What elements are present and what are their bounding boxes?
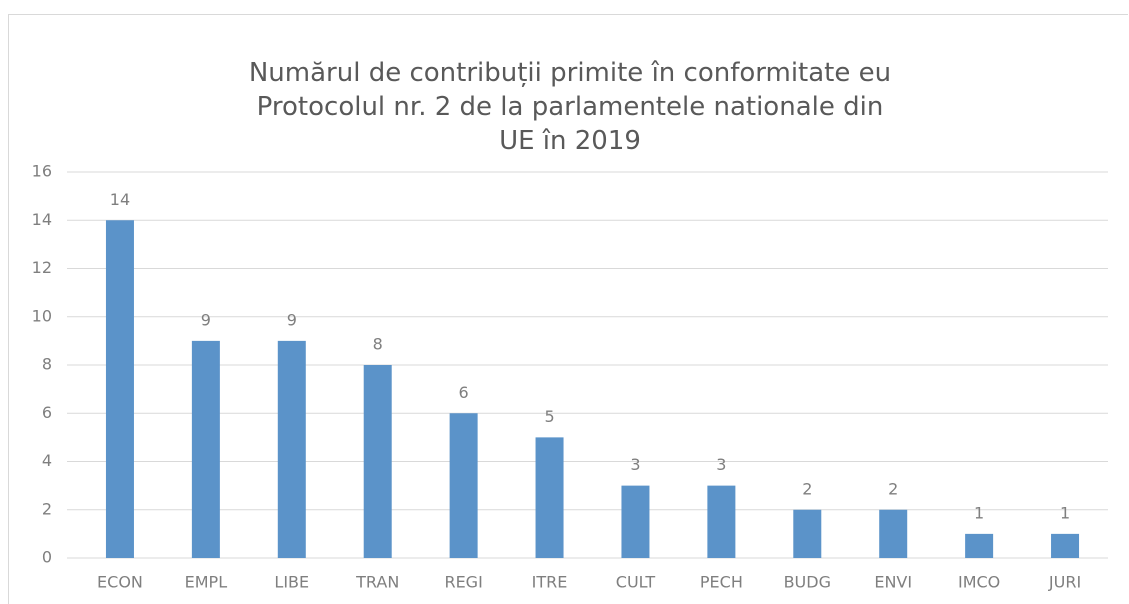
x-tick-label: ENVI	[874, 573, 912, 592]
bar	[1051, 533, 1080, 558]
y-tick-label: 10	[32, 306, 52, 325]
bar	[363, 365, 392, 558]
bar	[535, 437, 564, 558]
x-tick-label: JURI	[1048, 573, 1081, 592]
bar	[707, 485, 736, 558]
x-tick-label: REGI	[444, 573, 482, 592]
chart-title: Numărul de contribuții primite în confor…	[248, 58, 892, 156]
data-label: 2	[888, 479, 898, 498]
data-label: 9	[287, 310, 297, 329]
y-tick-label: 14	[32, 210, 52, 229]
x-tick-label: EMPL	[185, 573, 228, 592]
y-tick-label: 0	[42, 548, 52, 567]
x-tick-label: IMCO	[958, 573, 1000, 592]
y-tick-label: 2	[42, 499, 52, 518]
y-tick-label: 8	[42, 355, 52, 374]
bar	[793, 509, 822, 558]
data-label: 8	[373, 335, 383, 354]
x-tick-label: LIBE	[274, 573, 309, 592]
x-tick-label: TRAN	[355, 573, 399, 592]
data-label: 2	[802, 479, 812, 498]
x-tick-label: CULT	[616, 573, 656, 592]
bar	[621, 485, 650, 558]
y-tick-label: 16	[32, 162, 52, 181]
data-label: 14	[110, 190, 130, 209]
bar	[191, 340, 220, 558]
data-label: 1	[1060, 503, 1070, 522]
data-label: 3	[716, 455, 726, 474]
chart-frame	[8, 14, 1128, 604]
y-tick-label: 6	[42, 403, 52, 422]
bar	[105, 220, 134, 558]
bar	[965, 533, 994, 558]
x-tick-label: BUDG	[784, 573, 831, 592]
data-label: 6	[459, 383, 469, 402]
data-label: 9	[201, 310, 211, 329]
bar	[449, 413, 478, 558]
bar	[879, 509, 908, 558]
x-tick-label: PECH	[700, 573, 743, 592]
data-label: 3	[630, 455, 640, 474]
x-tick-label: ITRE	[532, 573, 568, 592]
data-label: 1	[974, 503, 984, 522]
data-label: 5	[544, 407, 554, 426]
y-tick-label: 4	[42, 451, 52, 470]
y-tick-label: 12	[32, 258, 52, 277]
x-tick-label: ECON	[97, 573, 143, 592]
bar	[277, 340, 306, 558]
